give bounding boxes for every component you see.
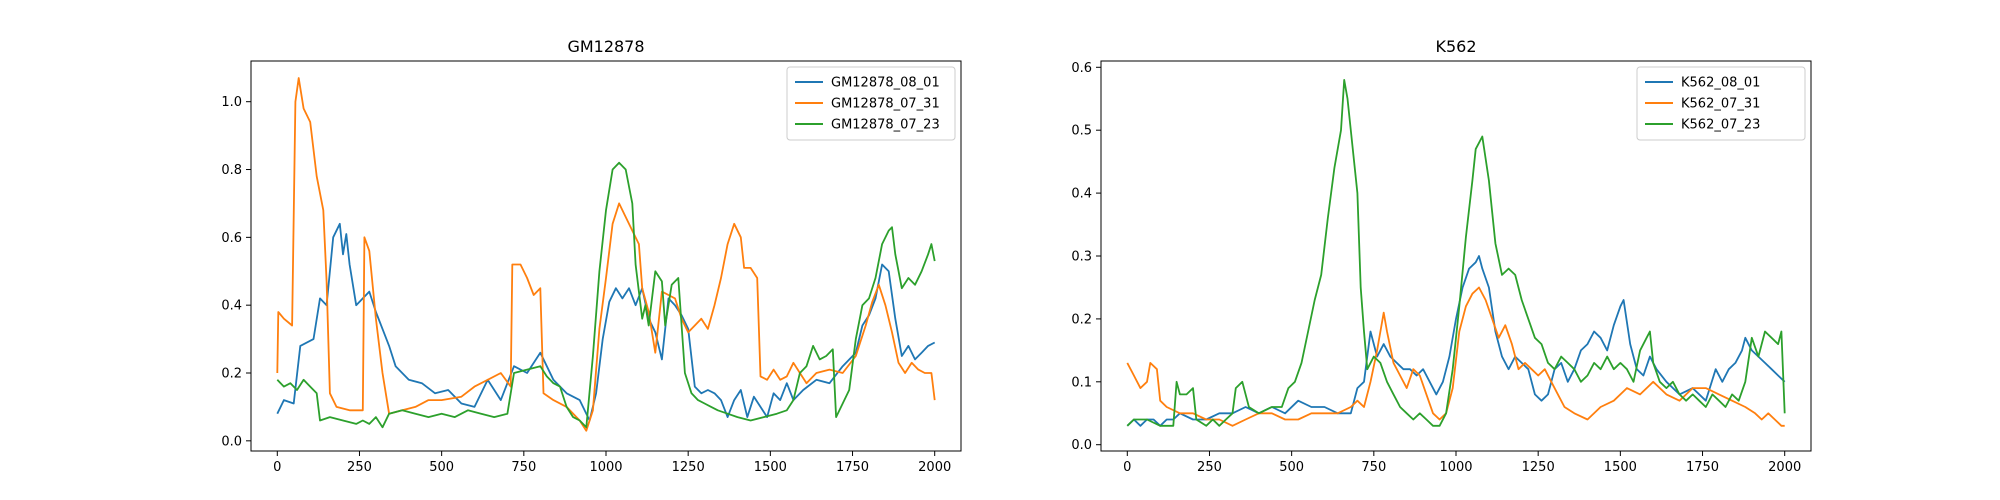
y-tick-label: 0.1 (1071, 375, 1092, 390)
series-line-gm12878-07-23 (276, 161, 936, 429)
x-tick-label: 750 (1361, 460, 1386, 475)
x-tick-label: 1000 (1439, 460, 1472, 475)
chart-panel-k562: K562 0 250 500 750 1000 1250 1500 1750 2000 0.00… (1071, 37, 1812, 475)
y-tick-label: 0.5 (1071, 124, 1092, 139)
series-line-k562-07-31 (1126, 286, 1785, 427)
y-tick-label: 0.0 (1071, 438, 1092, 453)
x-tick-label: 2000 (918, 460, 951, 475)
legend-label: K562_07_31 (1681, 97, 1760, 112)
series-line-gm12878-07-31 (276, 77, 936, 432)
x-tick-label: 0 (1123, 460, 1131, 475)
x-tick-label: 1500 (1604, 460, 1637, 475)
legend-label: K562_07_23 (1681, 118, 1760, 133)
y-tick-label: 0.4 (1071, 187, 1092, 202)
series-line-k562-07-23 (1126, 79, 1786, 427)
chart-title: K562 (1435, 37, 1476, 56)
x-tick-label: 0 (273, 460, 281, 475)
y-tick-label: 1.0 (221, 95, 242, 110)
x-tick-label: 2000 (1768, 460, 1801, 475)
legend: K562_08_01 K562_07_31 K562_07_23 (1636, 66, 1806, 141)
y-axis: 0.0 0.2 0.4 0.6 0.8 1.0 (221, 95, 251, 449)
x-tick-label: 1750 (1686, 460, 1719, 475)
y-tick-label: 0.4 (221, 299, 242, 314)
y-tick-label: 0.6 (1071, 61, 1092, 76)
x-tick-label: 750 (511, 460, 536, 475)
y-tick-label: 0.3 (1071, 250, 1092, 265)
chart-title: GM12878 (567, 37, 644, 56)
legend-label: K562_08_01 (1681, 76, 1760, 91)
series-layer (276, 77, 936, 432)
legend-label: GM12878_07_31 (831, 97, 940, 112)
x-tick-label: 250 (1197, 460, 1222, 475)
y-tick-label: 0.6 (221, 231, 242, 246)
y-tick-label: 0.8 (221, 163, 242, 178)
x-tick-label: 1750 (836, 460, 869, 475)
legend-label: GM12878_08_01 (831, 76, 940, 91)
x-tick-label: 250 (347, 460, 372, 475)
y-axis: 0.0 0.1 0.2 0.3 0.4 0.5 0.6 (1071, 61, 1101, 453)
x-tick-label: 1500 (754, 460, 787, 475)
x-tick-label: 1250 (672, 460, 705, 475)
y-tick-label: 0.2 (221, 367, 242, 382)
x-tick-label: 1250 (1522, 460, 1555, 475)
legend: GM12878_08_01 GM12878_07_31 GM12878_07_23 (786, 66, 956, 141)
x-axis: 0 250 500 750 1000 1250 1500 1750 2000 (1123, 451, 1801, 475)
x-tick-label: 500 (1279, 460, 1304, 475)
legend-box (786, 66, 956, 141)
legend-label: GM12878_07_23 (831, 118, 940, 133)
y-tick-label: 0.0 (221, 434, 242, 449)
x-tick-label: 1000 (589, 460, 622, 475)
series-layer (1126, 79, 1786, 427)
chart-panel-gm12878: GM12878 0 250 500 750 1000 1250 1500 1750 2000 0… (221, 37, 962, 475)
y-tick-label: 0.2 (1071, 312, 1092, 327)
x-tick-label: 500 (429, 460, 454, 475)
legend-box (1636, 66, 1806, 141)
x-axis: 0 250 500 750 1000 1250 1500 1750 2000 (273, 451, 951, 475)
